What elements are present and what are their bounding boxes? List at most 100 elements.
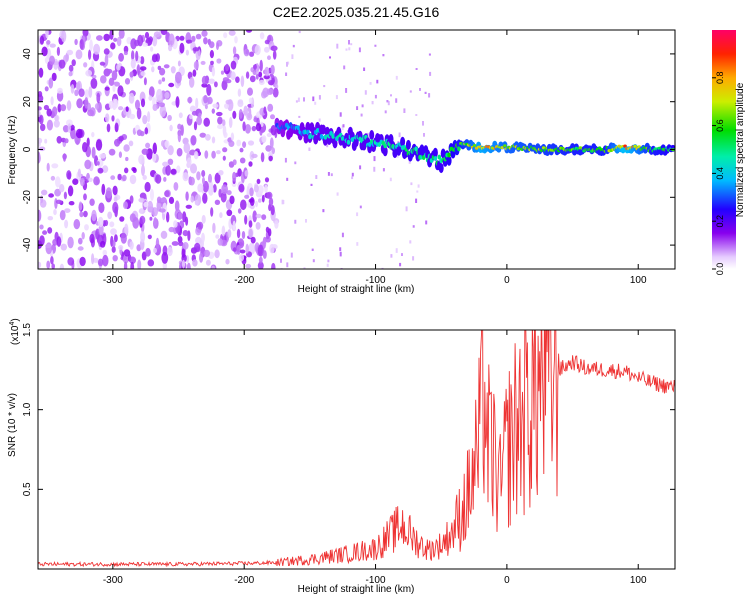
noise-cell xyxy=(286,262,289,268)
noise-cell xyxy=(232,46,237,55)
noise-cell xyxy=(197,183,204,193)
signal-cell xyxy=(457,146,461,152)
noise-cell xyxy=(167,114,172,122)
noise-cell xyxy=(137,34,144,47)
colorbar-ramp xyxy=(712,30,736,269)
noise-cell xyxy=(88,86,93,98)
noise-cell xyxy=(415,114,418,116)
noise-cell xyxy=(113,37,118,42)
noise-cell xyxy=(351,176,354,180)
noise-cell xyxy=(220,70,225,75)
noise-cell xyxy=(363,67,366,71)
noise-cell xyxy=(56,46,61,57)
noise-cell xyxy=(89,233,95,244)
noise-cell xyxy=(173,182,179,191)
noise-cell xyxy=(262,238,267,249)
noise-cell xyxy=(201,232,205,243)
noise-cell xyxy=(189,76,195,88)
noise-cell xyxy=(223,131,228,138)
noise-cell xyxy=(177,130,182,143)
signal-cell xyxy=(440,148,446,159)
noise-cell xyxy=(104,219,109,227)
noise-cell xyxy=(264,39,270,45)
noise-cell xyxy=(401,253,403,256)
x-tick-label: -200 xyxy=(234,275,254,286)
noise-cell xyxy=(303,267,306,269)
noise-cell xyxy=(359,205,362,209)
noise-cell xyxy=(212,184,217,193)
noise-cell xyxy=(78,201,83,211)
noise-cell xyxy=(395,75,398,80)
noise-cell xyxy=(136,129,143,136)
noise-cell xyxy=(104,86,110,91)
noise-cell xyxy=(285,72,288,76)
noise-cell xyxy=(395,98,398,103)
noise-cell xyxy=(244,170,249,177)
noise-cell xyxy=(270,64,275,75)
noise-cell xyxy=(203,37,208,45)
noise-cell xyxy=(215,234,220,239)
noise-cell xyxy=(258,198,262,203)
noise-cell xyxy=(190,195,195,203)
noise-cell xyxy=(258,256,263,264)
snr-y-ticks: 0.5 1.0 1.5 xyxy=(22,323,675,496)
noise-cell xyxy=(121,174,127,182)
noise-cell xyxy=(359,165,362,170)
noise-cell xyxy=(114,234,118,243)
noise-cell xyxy=(242,141,247,149)
snr-x-label: Height of straight line (km) xyxy=(298,584,415,595)
noise-cell xyxy=(424,91,427,94)
noise-cell xyxy=(310,183,313,186)
noise-cell xyxy=(259,32,265,40)
noise-cell xyxy=(248,161,253,167)
noise-cell xyxy=(128,140,134,147)
noise-cell xyxy=(239,157,246,164)
noise-cell xyxy=(247,140,255,146)
noise-cell xyxy=(199,252,204,263)
noise-cell xyxy=(339,112,342,117)
noise-cell xyxy=(97,167,104,174)
noise-cell xyxy=(225,79,232,84)
noise-cell xyxy=(208,173,212,184)
noise-cell xyxy=(204,150,209,159)
noise-cell xyxy=(129,174,137,185)
noise-cell xyxy=(46,162,50,172)
noise-cell xyxy=(248,97,253,104)
noise-cell xyxy=(122,254,129,264)
noise-cell xyxy=(211,136,216,144)
noise-cell xyxy=(84,159,92,170)
noise-cell xyxy=(68,201,75,206)
noise-cell xyxy=(258,71,263,78)
noise-cell xyxy=(237,208,242,214)
noise-cell xyxy=(409,90,412,93)
noise-cell xyxy=(73,219,81,230)
noise-cell xyxy=(75,128,83,139)
noise-cell xyxy=(348,47,351,51)
noise-cell xyxy=(410,182,413,186)
noise-cell xyxy=(188,176,195,186)
noise-cell xyxy=(167,246,173,257)
noise-cell xyxy=(201,170,206,177)
noise-cell xyxy=(323,85,326,88)
noise-cell xyxy=(180,124,184,136)
noise-cell xyxy=(113,98,119,109)
noise-cell xyxy=(262,250,267,259)
noise-cell xyxy=(117,173,122,181)
colorbar-tick-label: 0.8 xyxy=(715,72,725,85)
noise-cell xyxy=(261,194,265,203)
noise-cell xyxy=(257,244,264,257)
signal-cell xyxy=(296,125,301,131)
noise-cell xyxy=(124,167,129,174)
noise-cell xyxy=(82,142,88,153)
noise-cell xyxy=(78,88,85,97)
noise-cell xyxy=(140,98,146,108)
noise-cell xyxy=(153,217,157,226)
noise-cell xyxy=(371,101,374,105)
noise-cell xyxy=(108,100,114,109)
noise-cell xyxy=(38,151,41,163)
noise-cell xyxy=(75,82,81,90)
noise-cell xyxy=(60,243,67,251)
noise-cell xyxy=(128,92,135,104)
noise-cell xyxy=(102,254,109,267)
